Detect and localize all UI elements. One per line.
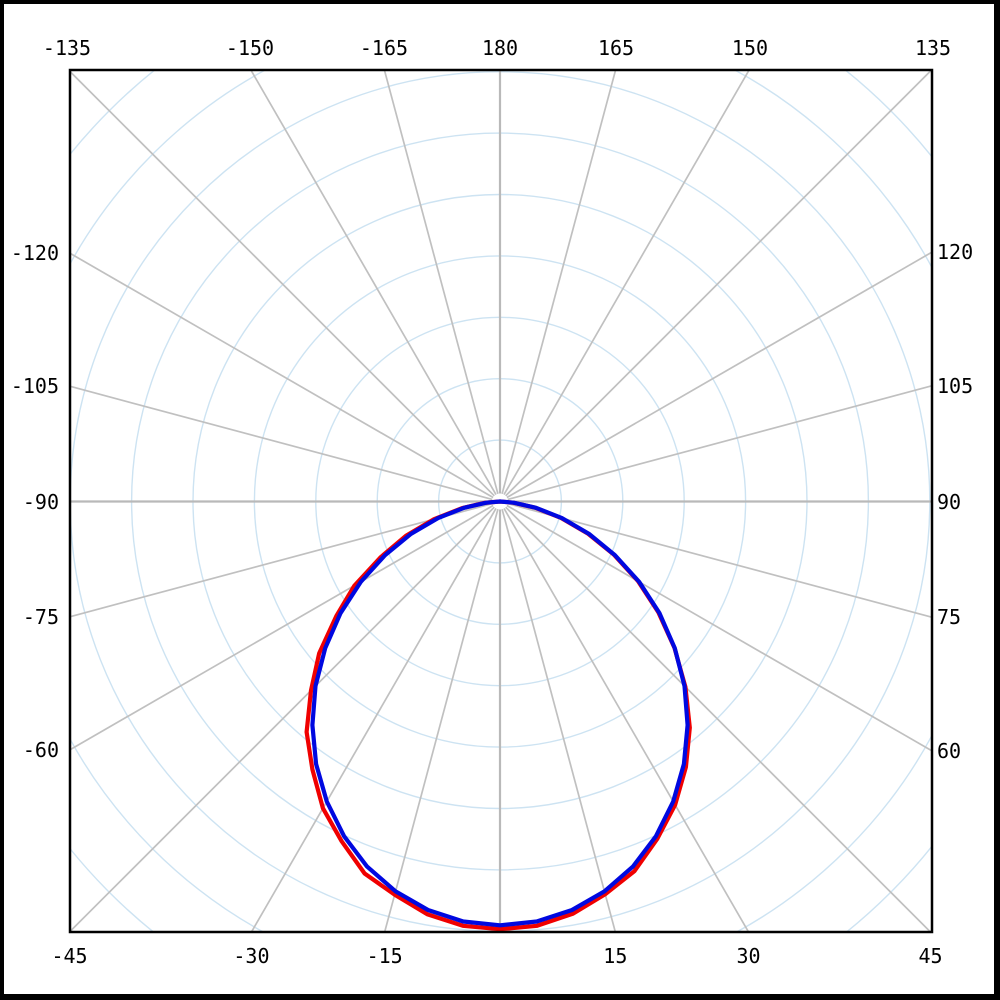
angle-label-left--75: -75 (22, 604, 59, 629)
angle-label-top-135: 135 (914, 36, 952, 60)
angle-label-left--105: -105 (10, 374, 59, 399)
angle-label-top-165: 165 (597, 36, 635, 60)
angle-label-right-90: 90 (937, 489, 962, 514)
angle-label-top--165: -165 (359, 36, 409, 60)
grid-spoke-15 (501, 508, 617, 932)
grid-spoke-135 (505, 70, 932, 497)
grid-spoke-60 (506, 504, 932, 752)
grid-spoke-225 (70, 70, 495, 497)
plot-border (68, 68, 934, 934)
angle-label-bottom--30: -30 (233, 944, 270, 968)
grid-spoke-105 (507, 384, 932, 501)
grid-spoke-300 (70, 504, 494, 751)
angle-label-right-105: 105 (937, 373, 974, 398)
angle-label-top--135: -135 (42, 36, 92, 60)
angle-label-right-120: 120 (937, 240, 974, 265)
angle-label-top--150: -150 (225, 36, 275, 60)
angle-label-top-180: 180 (481, 36, 519, 60)
grid-spoke-285 (70, 502, 493, 618)
angle-label-right-60: 60 (937, 738, 962, 763)
angle-label-left--60: -60 (22, 737, 59, 762)
grid-spoke-255 (70, 385, 493, 501)
grid-spoke-30 (503, 507, 750, 932)
angle-label-bottom--45: -45 (51, 944, 88, 968)
grid-spoke-240 (70, 252, 494, 499)
grid-spoke-165 (501, 70, 617, 495)
grid-spoke-210 (249, 70, 497, 496)
angle-label-bottom-15: 15 (603, 944, 628, 968)
grid-spoke-195 (383, 70, 499, 495)
grid-spoke-345 (383, 508, 499, 932)
series-blue-curve (310, 499, 690, 928)
grid-spoke-315 (70, 506, 495, 932)
angle-label-left--120: -120 (10, 241, 59, 266)
grid-spoke-330 (250, 507, 497, 932)
grid-spoke-45 (505, 506, 932, 932)
angle-label-bottom--15: -15 (366, 944, 403, 968)
angle-label-right-75: 75 (937, 605, 962, 630)
grid-spoke-120 (506, 251, 932, 499)
grid-spoke-150 (503, 70, 751, 496)
angle-label-top-150: 150 (731, 36, 769, 60)
grid-spoke-75 (507, 502, 932, 619)
intensity-curves (304, 499, 692, 932)
angle-label-left--90: -90 (22, 489, 59, 514)
angle-label-bottom-45: 45 (918, 944, 943, 968)
angle-label-bottom-30: 30 (736, 944, 761, 968)
